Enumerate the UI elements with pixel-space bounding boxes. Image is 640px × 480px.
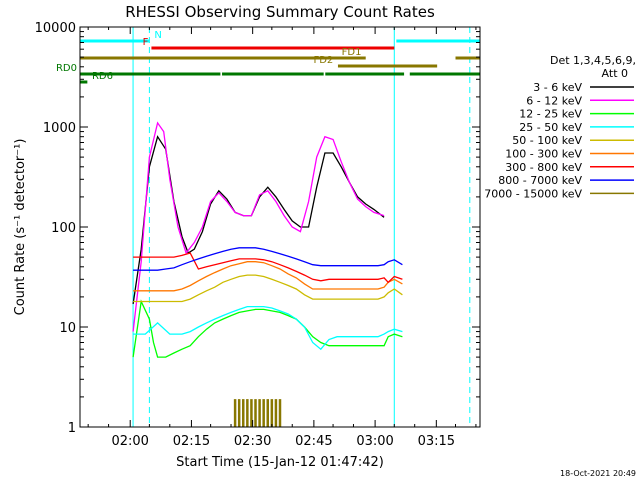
flag-label-f: F <box>143 37 149 48</box>
legend-label-3-6-kev: 3 - 6 keV <box>533 81 582 94</box>
legend-label-50-100-kev: 50 - 100 keV <box>512 134 582 147</box>
legend-label-100-300-kev: 100 - 300 keV <box>505 148 582 161</box>
chart-title: RHESSI Observing Summary Count Rates <box>125 3 435 21</box>
series-line-6-12-kev <box>132 121 385 332</box>
x-tick-label-1: 02:15 <box>173 434 210 449</box>
y-tick-label-0: 1 <box>68 421 76 436</box>
series-line-800-7000-kev <box>133 247 403 271</box>
x-axis-ticks: 02:00 02:15 02:30 02:45 03:00 03:15 <box>87 27 477 449</box>
x-tick-label-2: 02:30 <box>234 434 271 449</box>
legend-header-line-2: Att 0 <box>602 67 628 80</box>
series-line-50-100-kev <box>133 274 403 303</box>
flag-label-n: N <box>154 30 161 41</box>
legend-label-300-800-kev: 300 - 800 keV <box>505 161 582 174</box>
x-tick-label-0: 02:00 <box>111 434 148 449</box>
flag-label-fd1: FD1 <box>342 47 362 58</box>
legend-label-7000-15000-kev: 7000 - 15000 keV <box>484 187 582 200</box>
x-tick-label-3: 02:45 <box>295 434 332 449</box>
legend-label-12-25-kev: 12 - 25 keV <box>519 108 582 121</box>
flag-label-rd0: RD0 <box>56 63 77 74</box>
series-line-12-25-kev <box>132 299 403 358</box>
data-series <box>132 121 403 427</box>
x-axis-label: Start Time (15-Jan-12 01:47:42) <box>176 455 384 470</box>
flag-label-rd6: RD6 <box>92 71 113 82</box>
x-tick-label-4: 03:00 <box>356 434 393 449</box>
y-tick-label-3: 1000 <box>43 121 76 136</box>
flag-label-fd2: FD2 <box>313 55 333 66</box>
y-tick-label-2: 100 <box>51 221 76 236</box>
y-tick-label-4: 10000 <box>35 21 76 36</box>
y-axis-ticks: 1 10 100 1000 10000 <box>35 21 480 436</box>
legend-label-6-12-kev: 6 - 12 keV <box>526 94 582 107</box>
observing-flags: NF FD1 FD2 RD0 RD6 <box>56 30 480 84</box>
vertical-markers <box>132 27 471 427</box>
y-axis-label: Count Rate (s⁻¹ detector⁻¹) <box>13 139 28 316</box>
legend-label-800-7000-kev: 800 - 7000 keV <box>498 174 582 187</box>
y-tick-label-1: 10 <box>59 321 76 336</box>
series-line-300-800-kev <box>133 252 403 284</box>
series-line-25-50-kev <box>133 305 403 351</box>
series-line-100-300-kev <box>133 261 403 292</box>
generation-timestamp: 18-Oct-2021 20:49 <box>560 469 636 478</box>
legend-header-line-1: Det 1,3,4,5,6,9, <box>550 54 636 67</box>
x-tick-label-5: 03:15 <box>418 434 455 449</box>
legend-label-25-50-kev: 25 - 50 keV <box>519 121 582 134</box>
